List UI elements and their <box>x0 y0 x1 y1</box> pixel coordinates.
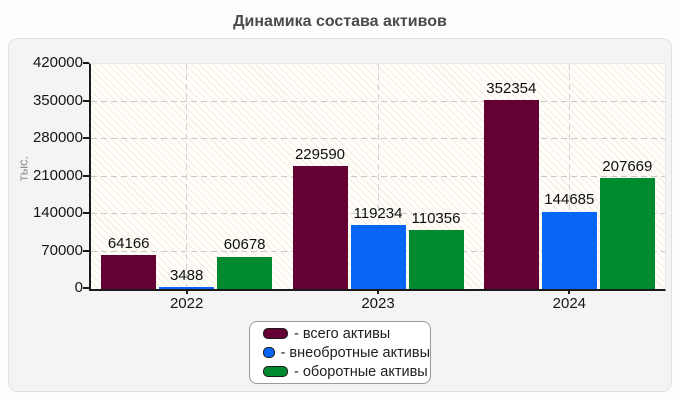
bar-noncurrent-assets <box>350 225 406 289</box>
legend-swatch <box>263 366 288 377</box>
y-tick-label: 420000 <box>32 54 83 71</box>
bar-value-label: 110356 <box>411 209 461 227</box>
bar-value-label: 119234 <box>353 205 403 223</box>
legend-swatch <box>263 347 275 358</box>
bar-value-label: 144685 <box>544 191 595 209</box>
x-tick-label: 2022 <box>169 295 204 312</box>
bar-value-label: 64166 <box>107 234 150 252</box>
bar-total-assets <box>483 100 539 289</box>
x-tick-label: 2024 <box>552 295 587 312</box>
y-tick-label: 210000 <box>32 166 83 184</box>
bar-current-assets <box>408 229 464 289</box>
legend-item: - всего активы <box>263 326 430 342</box>
y-tick-label: 350000 <box>32 91 83 109</box>
y-tick-mark <box>83 174 89 177</box>
x-tick-label: 2023 <box>361 295 395 312</box>
y-tick-label: 140000 <box>32 204 83 221</box>
bar-value-label: 229590 <box>294 146 346 163</box>
plot-area: 64166 229590 352354 3488 119234 144685 60678 11… <box>89 63 666 291</box>
y-tick-mark <box>83 212 89 214</box>
legend-swatch <box>263 328 288 339</box>
x-tick-mark <box>568 290 571 294</box>
y-tick-mark <box>83 287 89 289</box>
bar-value-label: 352354 <box>486 80 537 98</box>
v-gridline <box>186 64 188 289</box>
y-tick-label: 280000 <box>32 129 83 146</box>
legend-label: - всего активы <box>294 325 391 342</box>
chart-panel: тыс. 64166 229590 352354 3488 119234 144685 60… <box>8 38 672 392</box>
y-tick-label: 70000 <box>41 241 83 259</box>
bar-value-label: 60678 <box>223 236 266 254</box>
y-tick-mark <box>83 137 89 139</box>
y-tick-mark <box>83 62 89 64</box>
bar-current-assets <box>599 177 655 289</box>
bar-noncurrent-assets <box>541 211 597 289</box>
y-tick-mark <box>83 249 89 252</box>
legend: - всего активы - внеобротные активы - обор… <box>249 321 431 384</box>
legend-label: - внеобротные активы <box>280 344 430 361</box>
legend-item: - оборотные активы <box>263 364 430 380</box>
bar-value-label: 3488 <box>169 267 204 285</box>
y-tick-label: 0 <box>74 279 83 296</box>
chart-title: Динамика состава активов <box>233 13 447 30</box>
x-tick-mark <box>377 290 379 294</box>
bar-current-assets <box>217 256 273 289</box>
legend-item: - внеобротные активы <box>263 345 430 361</box>
bar-value-label: 207669 <box>602 157 653 175</box>
x-tick-mark <box>185 290 188 294</box>
y-tick-mark <box>83 99 89 102</box>
bar-noncurrent-assets <box>159 287 215 289</box>
bar-total-assets <box>101 254 157 289</box>
v-gridline <box>568 64 570 289</box>
legend-label: - оборотные активы <box>294 363 428 380</box>
bar-total-assets <box>292 166 348 289</box>
v-gridline <box>377 64 379 289</box>
